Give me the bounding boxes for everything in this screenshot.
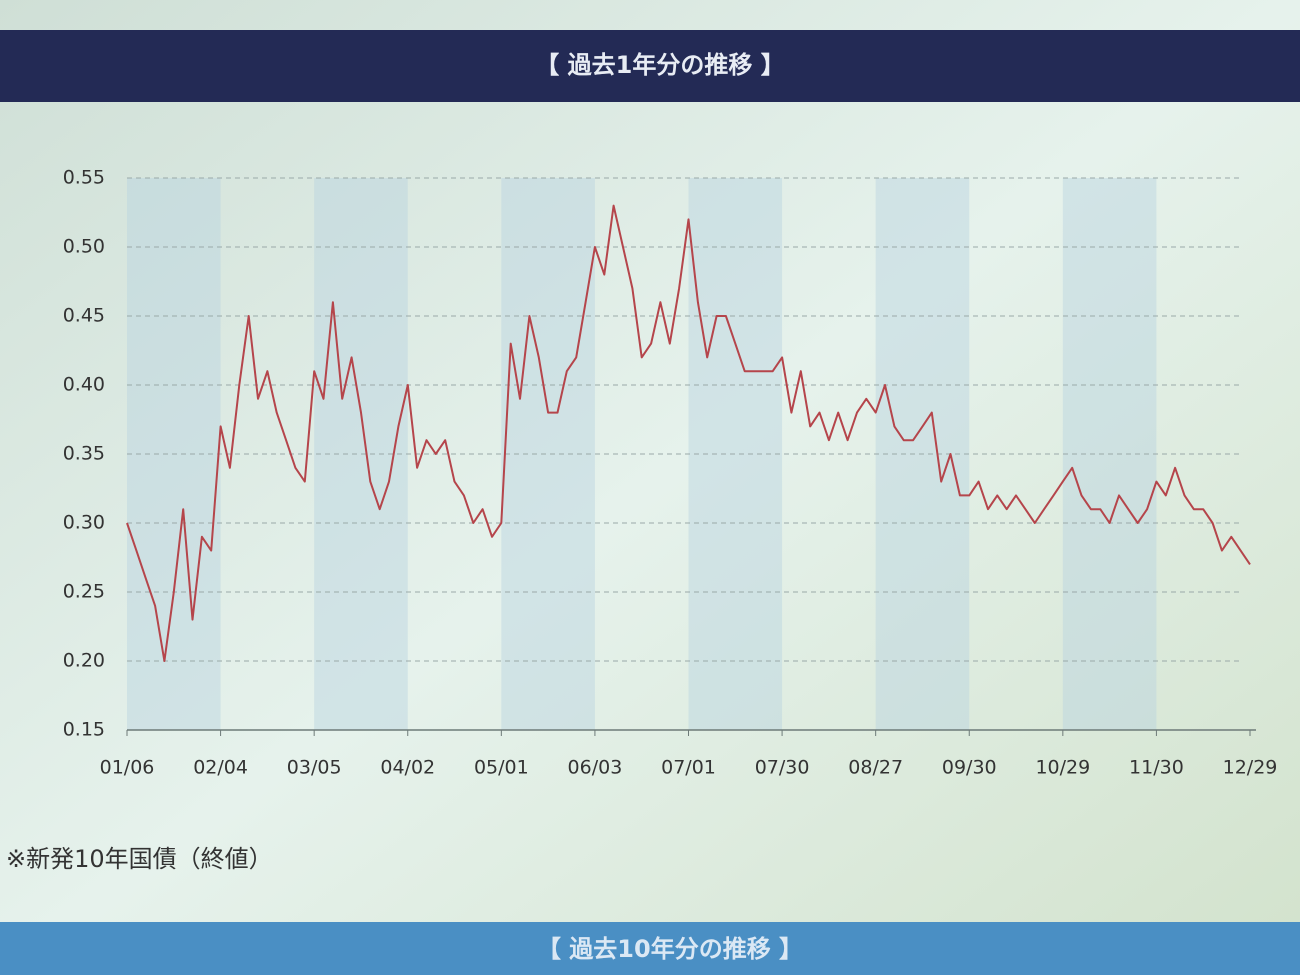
x-tick-label: 06/03: [568, 757, 623, 779]
x-tick-label: 03/05: [287, 757, 342, 779]
line: [126, 204, 1251, 662]
x-tick-label: 04/02: [380, 757, 435, 779]
y-tick-label: 0.15: [63, 719, 105, 741]
x-tick-label: 08/27: [848, 757, 903, 779]
note: ※新発10年国債（終値）: [6, 845, 273, 873]
x-tick-label: 10/29: [1035, 757, 1090, 779]
next-header-bar: [0, 922, 1300, 975]
x-tick-label: 11/30: [1129, 757, 1184, 779]
plot: 0.15 0.20 0.25 0.30 0.35 0.40 0.45 0.50 0.55 01/0…: [63, 167, 1278, 779]
x-tick-label: 09/30: [942, 757, 997, 779]
y-tick-label: 0.40: [63, 374, 105, 396]
y-tick-label: 0.50: [63, 236, 105, 258]
y-tick-label: 0.35: [63, 443, 105, 465]
x-tick-label: 07/01: [661, 757, 716, 779]
x-tick-label: 07/30: [755, 757, 810, 779]
y-tick-label: 0.20: [63, 650, 105, 672]
x-tick-label: 01/06: [100, 757, 155, 779]
y-tick-label: 0.30: [63, 512, 105, 534]
next-header-title: 【 過去10年分の推移 】: [537, 935, 803, 963]
header-bar: [0, 30, 1300, 102]
y-tick-label: 0.55: [63, 167, 105, 189]
header-title: 【 過去1年分の推移 】: [535, 51, 784, 79]
y-tick-label: 0.25: [63, 581, 105, 603]
y-tick-label: 0.45: [63, 305, 105, 327]
x-tick-label: 12/29: [1223, 757, 1278, 779]
x-tick-label: 05/01: [474, 757, 529, 779]
x-tick-label: 02/04: [193, 757, 248, 779]
